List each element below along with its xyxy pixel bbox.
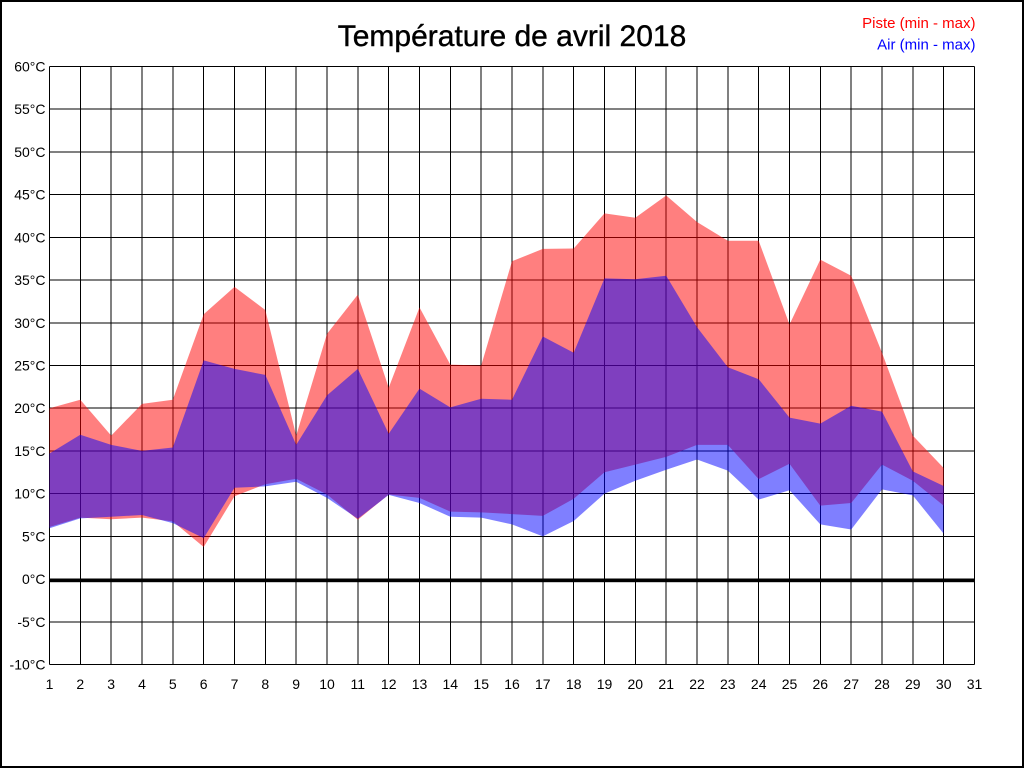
svg-text:25°C: 25°C bbox=[14, 358, 45, 374]
svg-text:10: 10 bbox=[319, 676, 335, 692]
svg-text:8: 8 bbox=[261, 676, 269, 692]
svg-text:31: 31 bbox=[967, 676, 983, 692]
svg-text:0°C: 0°C bbox=[22, 571, 46, 587]
svg-text:45°C: 45°C bbox=[14, 187, 45, 203]
svg-text:22: 22 bbox=[689, 676, 705, 692]
svg-text:35°C: 35°C bbox=[14, 272, 45, 288]
svg-text:Température de avril 2018: Température de avril 2018 bbox=[338, 20, 687, 53]
svg-text:15: 15 bbox=[473, 676, 489, 692]
svg-text:60°C: 60°C bbox=[14, 59, 45, 75]
svg-text:14: 14 bbox=[443, 676, 459, 692]
svg-text:29: 29 bbox=[905, 676, 921, 692]
svg-text:18: 18 bbox=[566, 676, 582, 692]
svg-text:17: 17 bbox=[535, 676, 551, 692]
svg-text:26: 26 bbox=[813, 676, 829, 692]
svg-text:4: 4 bbox=[138, 676, 146, 692]
svg-text:40°C: 40°C bbox=[14, 229, 45, 245]
svg-text:2: 2 bbox=[76, 676, 84, 692]
svg-text:28: 28 bbox=[874, 676, 890, 692]
svg-text:7: 7 bbox=[231, 676, 239, 692]
svg-text:19: 19 bbox=[597, 676, 613, 692]
svg-text:55°C: 55°C bbox=[14, 101, 45, 117]
svg-text:16: 16 bbox=[504, 676, 520, 692]
svg-text:Piste (min - max): Piste (min - max) bbox=[862, 15, 975, 32]
svg-text:25: 25 bbox=[782, 676, 798, 692]
svg-text:23: 23 bbox=[720, 676, 736, 692]
svg-text:21: 21 bbox=[658, 676, 674, 692]
svg-text:24: 24 bbox=[751, 676, 767, 692]
svg-text:1: 1 bbox=[46, 676, 54, 692]
svg-text:20°C: 20°C bbox=[14, 400, 45, 416]
svg-text:11: 11 bbox=[351, 676, 366, 692]
svg-text:27: 27 bbox=[843, 676, 859, 692]
svg-text:30: 30 bbox=[936, 676, 952, 692]
svg-text:10°C: 10°C bbox=[14, 486, 45, 502]
svg-text:3: 3 bbox=[107, 676, 115, 692]
svg-text:-10°C: -10°C bbox=[10, 657, 46, 673]
svg-text:Air (min - max): Air (min - max) bbox=[877, 36, 975, 53]
svg-text:5: 5 bbox=[169, 676, 177, 692]
svg-text:9: 9 bbox=[292, 676, 300, 692]
svg-text:5°C: 5°C bbox=[22, 528, 46, 544]
svg-text:15°C: 15°C bbox=[14, 443, 45, 459]
svg-text:-5°C: -5°C bbox=[17, 614, 45, 630]
svg-text:20: 20 bbox=[628, 676, 644, 692]
svg-text:50°C: 50°C bbox=[14, 144, 45, 160]
svg-text:6: 6 bbox=[200, 676, 208, 692]
svg-text:13: 13 bbox=[412, 676, 428, 692]
svg-text:12: 12 bbox=[381, 676, 397, 692]
svg-text:30°C: 30°C bbox=[14, 315, 45, 331]
